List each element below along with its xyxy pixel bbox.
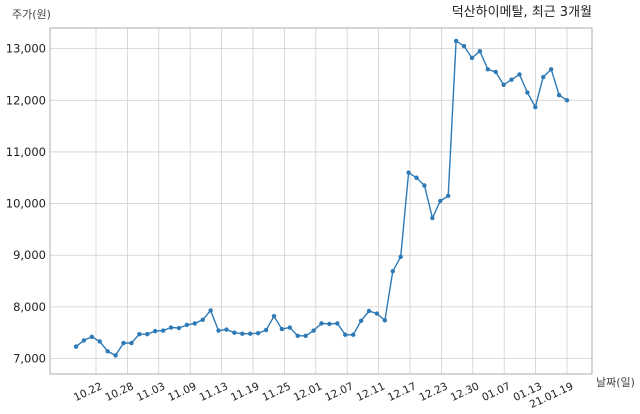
data-point [485, 67, 491, 72]
data-point [343, 332, 348, 337]
x-tick-label: 12.30 [449, 380, 481, 404]
chart-title: 덕산하이메탈, 최근 3개월 [452, 5, 592, 20]
data-point [295, 333, 300, 338]
data-point [240, 331, 245, 336]
x-tick-label: 12.07 [323, 380, 355, 404]
x-tick-label: 12.11 [355, 380, 387, 404]
data-point [160, 328, 166, 333]
x-tick-label: 10.22 [72, 380, 104, 404]
data-point [406, 170, 411, 175]
data-point [414, 175, 419, 180]
data-point [184, 322, 190, 328]
data-point [446, 193, 451, 199]
x-tick-label: 12.23 [417, 380, 449, 404]
data-point [89, 334, 95, 340]
x-tick-label: 11.09 [166, 380, 198, 404]
data-point [556, 92, 562, 98]
y-tick-labels: 7,000 8,000 9,000 10,000 11,000 12,000 13,000 [6, 42, 46, 366]
data-point [303, 333, 308, 338]
x-tick-label: 12.17 [386, 380, 418, 404]
data-point [477, 49, 483, 54]
data-point [200, 317, 205, 322]
x-tick-label: 11.03 [135, 380, 167, 404]
data-point [548, 67, 554, 72]
data-point [350, 332, 356, 337]
data-point [97, 339, 102, 344]
data-point [453, 38, 459, 44]
y-tick-label: 7,000 [13, 352, 46, 366]
y-tick-label: 13,000 [6, 42, 46, 56]
data-point [335, 321, 340, 326]
data-point [121, 340, 126, 346]
data-point [327, 321, 332, 327]
data-point [137, 332, 142, 337]
data-point [208, 308, 213, 313]
data-point [176, 325, 182, 331]
data-point [232, 330, 237, 335]
data-point [366, 308, 372, 314]
x-tick-label: 12.01 [292, 380, 324, 404]
data-point [224, 327, 229, 332]
y-tick-label: 10,000 [6, 197, 46, 211]
data-point [216, 328, 221, 333]
grid-lines [50, 28, 592, 374]
data-point [81, 338, 87, 343]
data-point [319, 321, 324, 326]
price-series-points [73, 38, 570, 358]
data-point [271, 313, 277, 319]
data-point [382, 318, 388, 323]
x-tick-label: 10.28 [103, 380, 135, 404]
data-point [422, 183, 427, 188]
price-series-line [75, 39, 568, 357]
data-point [374, 311, 380, 316]
x-axis-label: 날짜(일) [596, 375, 635, 389]
data-point [263, 327, 269, 333]
data-point [461, 43, 467, 49]
data-point [390, 269, 395, 274]
data-point [255, 331, 261, 336]
data-point [192, 321, 197, 326]
data-point [398, 254, 403, 259]
y-tick-label: 12,000 [6, 93, 46, 107]
data-point [311, 328, 316, 333]
data-point [73, 344, 79, 349]
y-axis-label: 주가(원) [12, 8, 51, 21]
data-point [105, 349, 110, 354]
data-point [248, 331, 253, 336]
data-point [438, 198, 443, 204]
plot-frame [49, 27, 593, 375]
data-point [168, 325, 174, 330]
data-point [541, 74, 546, 80]
y-tick-label: 11,000 [6, 145, 46, 159]
data-point [287, 325, 293, 330]
data-point [493, 69, 498, 75]
data-point [279, 326, 285, 332]
data-point [517, 72, 522, 77]
data-point [430, 215, 435, 221]
x-tick-label: 01.07 [480, 380, 512, 404]
data-point [113, 353, 118, 358]
data-point [358, 318, 364, 324]
data-point [501, 82, 506, 88]
data-point [129, 340, 134, 346]
data-point [533, 104, 538, 110]
data-point [525, 90, 530, 95]
data-point [152, 328, 158, 334]
data-point [564, 98, 570, 103]
data-point [469, 55, 475, 61]
data-point [509, 77, 514, 82]
x-tick-label: 11.19 [229, 380, 261, 404]
data-point [145, 332, 150, 337]
y-tick-label: 8,000 [13, 300, 46, 314]
y-tick-label: 9,000 [13, 248, 46, 262]
x-tick-labels: 10.22 10.28 11.03 11.09 11.13 11.19 11.25 12.01… [72, 380, 575, 411]
x-tick-label: 11.25 [260, 380, 292, 404]
x-tick-label: 11.13 [198, 380, 230, 404]
